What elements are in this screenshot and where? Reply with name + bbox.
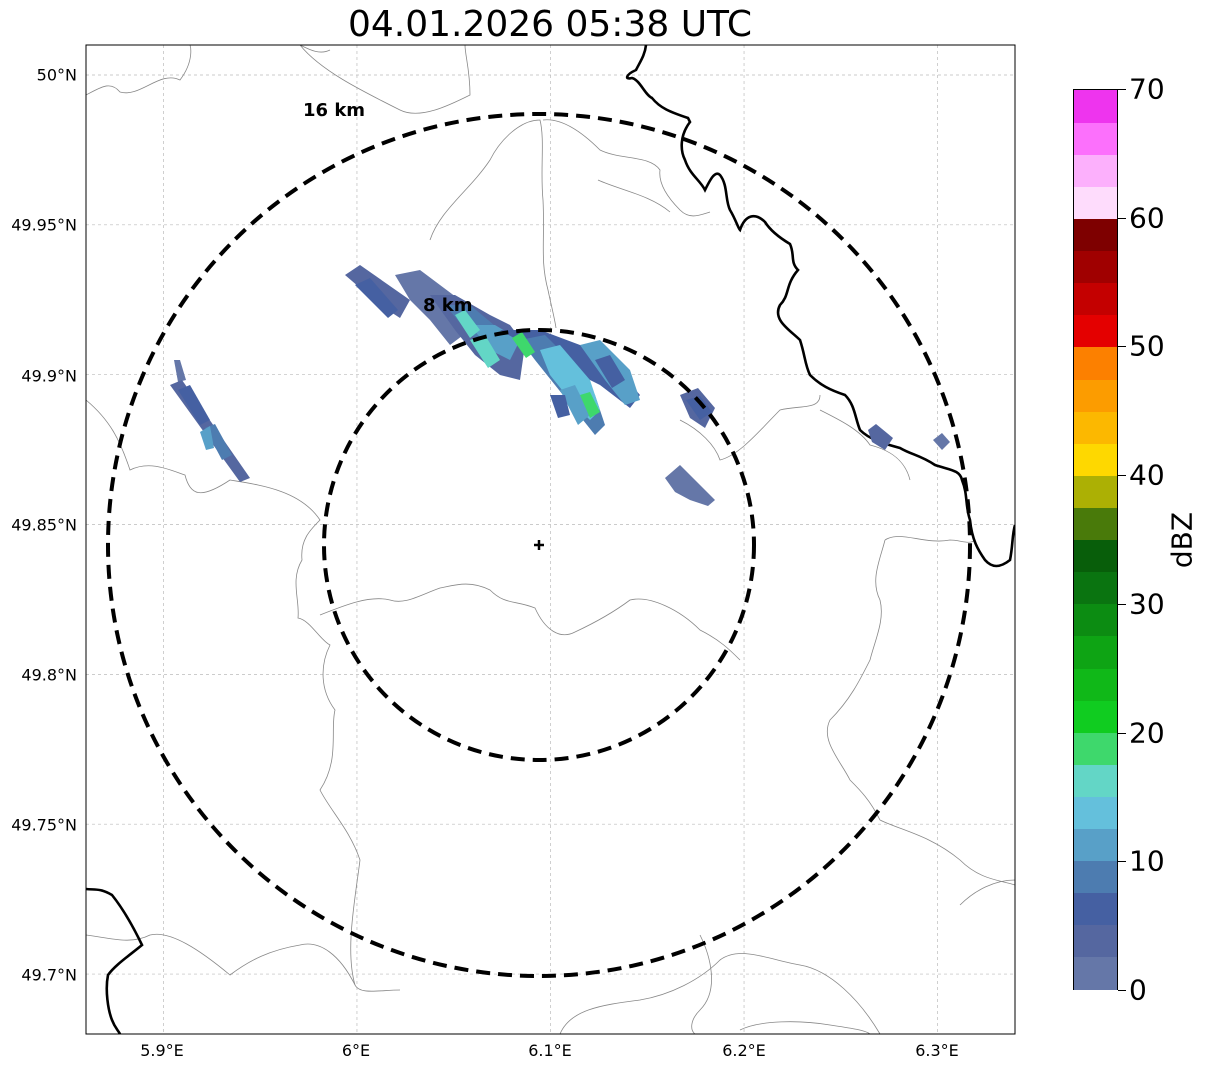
lon-label-6-2: 6.2°E: [722, 1041, 766, 1060]
colorbar-segment: [1074, 924, 1117, 958]
national-border: [86, 45, 1015, 1034]
lat-label-49-95: 49.95°N: [11, 215, 77, 235]
colorbar-segment: [1074, 860, 1117, 894]
colorbar-segment: [1074, 796, 1117, 830]
colorbar-tick-label: 60: [1129, 201, 1165, 235]
colorbar-segment: [1074, 667, 1117, 701]
colorbar-segment: [1074, 282, 1117, 316]
colorbar-segment: [1074, 539, 1117, 573]
colorbar-segment: [1074, 186, 1117, 220]
colorbar: [1073, 89, 1118, 990]
map-frame: [85, 44, 1016, 1035]
colorbar-tick: [1118, 861, 1126, 863]
colorbar-segment: [1074, 892, 1117, 926]
range-rings: [106, 112, 972, 978]
colorbar-tick-label: 70: [1129, 72, 1165, 106]
colorbar-tick: [1118, 89, 1126, 90]
colorbar-segment: [1074, 346, 1117, 380]
echo-east-cell: [680, 388, 715, 428]
echo-northwest-band: [170, 360, 250, 482]
echo-southeast-cell: [665, 465, 715, 506]
colorbar-segment: [1074, 603, 1117, 637]
colorbar-segment: [1074, 700, 1117, 733]
colorbar-tick: [1118, 603, 1126, 605]
colorbar-tick-label: 10: [1129, 844, 1165, 878]
lon-label-6: 6°E: [341, 1041, 371, 1060]
echo-main-band-core: [455, 310, 600, 418]
colorbar-segment: [1074, 378, 1117, 412]
colorbar-segment: [1074, 956, 1117, 990]
colorbar-segment: [1074, 314, 1117, 348]
colorbar-tick: [1118, 346, 1126, 348]
colorbar-segment: [1074, 732, 1117, 765]
lat-label-49-9: 49.9°N: [21, 366, 77, 386]
ring-label-8km: 8 km: [423, 295, 473, 316]
colorbar-segment: [1074, 571, 1117, 605]
colorbar-segment: [1074, 90, 1117, 123]
colorbar-tick-label: 30: [1129, 587, 1165, 621]
range-ring-8km: [322, 328, 756, 762]
lon-label-5-9: 5.9°E: [140, 1041, 184, 1060]
colorbar-segment: [1074, 122, 1117, 155]
lon-label-6-3: 6.3°E: [915, 1041, 959, 1060]
echo-far-east-cells: [868, 424, 950, 450]
range-ring-16km: [106, 112, 972, 978]
colorbar-segment: [1074, 218, 1117, 252]
colorbar-segment: [1074, 475, 1117, 508]
colorbar-segment: [1074, 443, 1117, 476]
lat-label-49-75: 49.75°N: [11, 815, 77, 835]
lon-label-6-1: 6.1°E: [528, 1041, 572, 1060]
colorbar-tick: [1118, 475, 1126, 477]
colorbar-segment: [1074, 250, 1117, 284]
admin-boundaries: [86, 45, 1015, 1034]
radar-site-marker: [534, 540, 544, 550]
colorbar-segment: [1074, 764, 1117, 797]
lat-label-49-7: 49.7°N: [21, 965, 77, 985]
colorbar-tick-label: 50: [1129, 329, 1165, 363]
lat-label-49-8: 49.8°N: [21, 665, 77, 685]
colorbar-tick-label: 40: [1129, 458, 1165, 492]
radar-echoes: [170, 265, 950, 506]
colorbar-segment: [1074, 507, 1117, 541]
colorbar-segment: [1074, 411, 1117, 444]
graticule: [86, 45, 1015, 1034]
lat-label-49-85: 49.85°N: [11, 515, 77, 535]
colorbar-segment: [1074, 828, 1117, 862]
ring-label-16km: 16 km: [303, 100, 366, 121]
colorbar-unit-label: dBZ: [1165, 511, 1199, 569]
lat-label-50: 50°N: [36, 65, 77, 85]
colorbar-segment: [1074, 635, 1117, 669]
colorbar-tick: [1118, 732, 1126, 734]
colorbar-tick-label: 0: [1129, 973, 1147, 1007]
colorbar-segment: [1074, 154, 1117, 187]
colorbar-tick: [1118, 217, 1126, 219]
colorbar-tick-label: 20: [1129, 716, 1165, 750]
colorbar-tick: [1118, 990, 1126, 991]
map-title: 04.01.2026 05:38 UTC: [347, 4, 753, 45]
